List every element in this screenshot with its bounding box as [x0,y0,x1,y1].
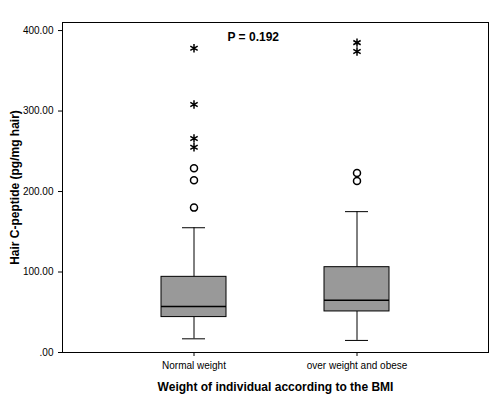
svg-text:P = 0.192: P = 0.192 [228,30,280,44]
svg-text:Normal weight: Normal weight [162,360,226,371]
svg-text:Weight of individual according: Weight of individual according to the BM… [158,380,394,394]
svg-text:Hair C-peptide (pg/mg hair): Hair C-peptide (pg/mg hair) [8,110,22,265]
svg-text:.00: .00 [40,347,54,358]
svg-text:200.00: 200.00 [23,186,54,197]
svg-text:400.00: 400.00 [23,25,54,36]
svg-text:300.00: 300.00 [23,105,54,116]
svg-text:over weight and obese: over weight and obese [307,360,408,371]
svg-text:100.00: 100.00 [23,266,54,277]
